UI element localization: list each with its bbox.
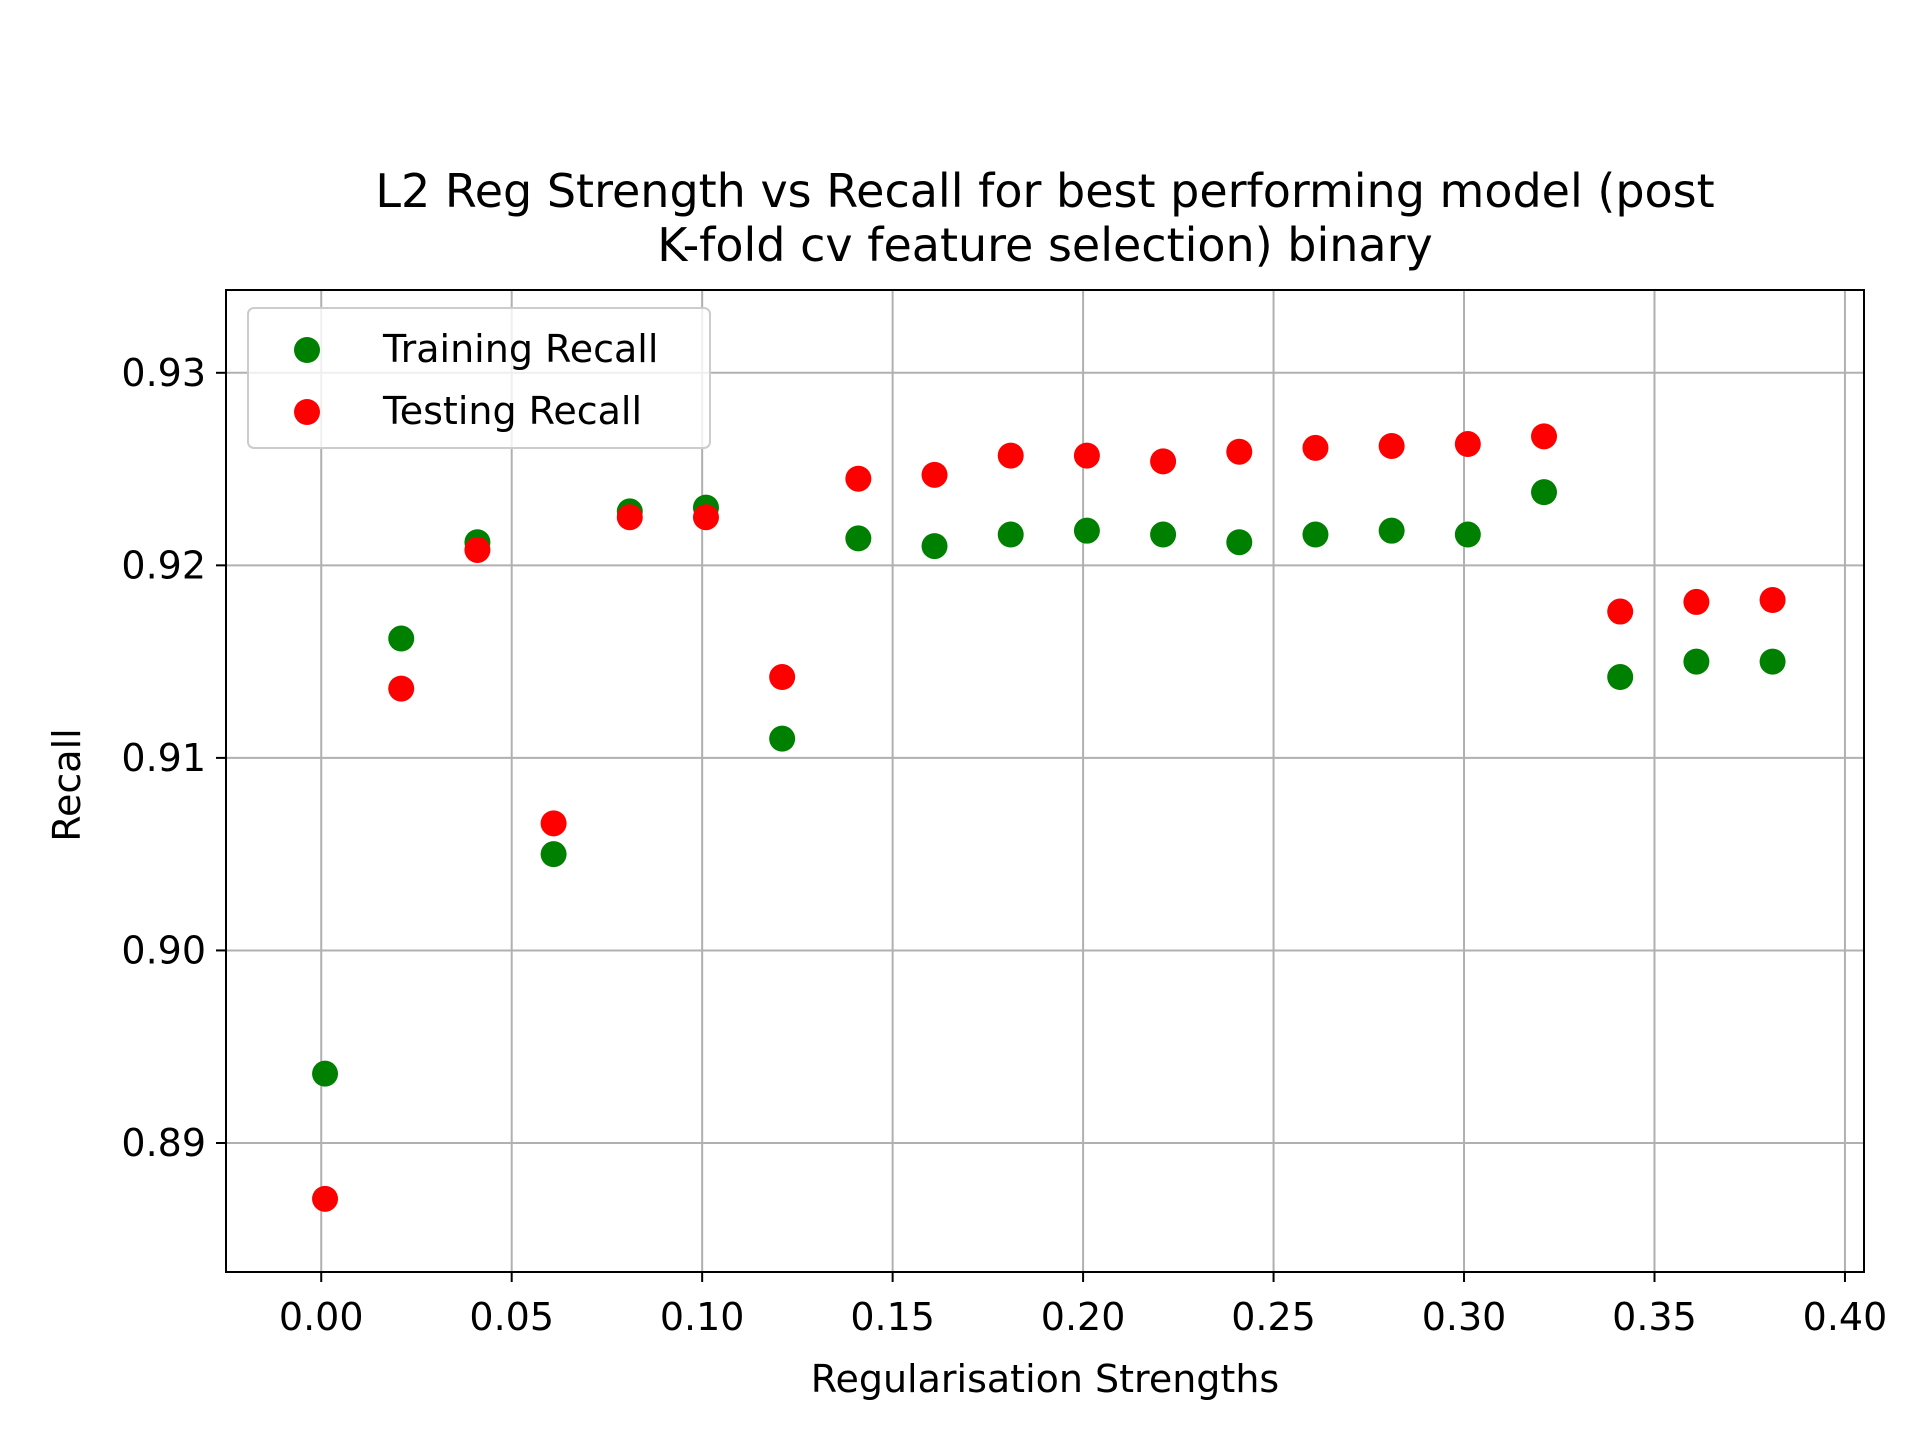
testing-recall-point	[769, 664, 796, 691]
training-recall-point	[921, 533, 948, 560]
testing-recall-point	[1226, 438, 1253, 465]
x-tick-label: 0.20	[1041, 1295, 1126, 1339]
x-tick-label: 0.00	[279, 1295, 364, 1339]
legend: Training Recall Testing Recall	[247, 307, 711, 449]
testing-recall-point	[1302, 434, 1329, 461]
x-tick-label: 0.05	[469, 1295, 554, 1339]
y-tick-label: 0.89	[121, 1121, 206, 1165]
x-tick-label: 0.40	[1803, 1295, 1888, 1339]
training-recall-point	[1683, 648, 1710, 675]
training-recall-point	[1150, 521, 1177, 548]
y-tick-label: 0.91	[121, 736, 206, 780]
testing-recall-point	[997, 442, 1024, 469]
testing-recall-point	[1531, 423, 1558, 450]
training-recall-point	[1531, 479, 1558, 506]
testing-recall-point	[1073, 442, 1100, 469]
training-recall-point	[845, 525, 872, 552]
training-recall-point	[997, 521, 1024, 548]
training-recall-point	[1226, 529, 1253, 556]
legend-label-testing: Testing Recall	[382, 389, 642, 433]
y-axis-label: Recall	[45, 728, 89, 841]
training-recall-point	[388, 625, 415, 652]
training-recall-point	[1073, 517, 1100, 544]
legend-label-training: Training Recall	[382, 327, 658, 371]
testing-recall-point	[692, 504, 719, 531]
testing-recall-point	[921, 461, 948, 488]
x-tick-label: 0.15	[850, 1295, 935, 1339]
y-tick-label: 0.90	[121, 928, 206, 972]
chart-title-line-2: K-fold cv feature selection) binary	[657, 218, 1433, 272]
testing-recall-point	[312, 1185, 339, 1212]
grid-lines	[226, 290, 1864, 1272]
testing-recall-point	[1378, 432, 1405, 459]
legend-marker-testing	[294, 399, 320, 425]
training-recall-point	[1302, 521, 1329, 548]
legend-marker-training	[294, 337, 320, 363]
testing-recall-point	[616, 504, 643, 531]
training-recall-point	[540, 841, 567, 868]
training-recall-point	[1759, 648, 1786, 675]
x-axis-label: Regularisation Strengths	[811, 1357, 1279, 1401]
testing-recall-point	[540, 810, 567, 837]
x-tick-label: 0.10	[660, 1295, 745, 1339]
training-recall-point	[1454, 521, 1481, 548]
testing-recall-point	[1607, 598, 1634, 625]
training-recall-point	[312, 1060, 339, 1087]
training-recall-point	[1378, 517, 1405, 544]
y-tick-label: 0.92	[121, 543, 206, 587]
x-tick-label: 0.25	[1231, 1295, 1316, 1339]
testing-recall-point	[1683, 588, 1710, 615]
data-points	[312, 423, 1786, 1212]
x-tick-label: 0.35	[1612, 1295, 1697, 1339]
testing-recall-point	[388, 675, 415, 702]
testing-recall-point	[464, 536, 491, 563]
legend-box	[247, 307, 711, 449]
training-recall-point	[1607, 664, 1634, 691]
plot-frame	[225, 289, 1865, 1273]
testing-recall-point	[1454, 431, 1481, 458]
training-recall-point	[769, 725, 796, 752]
testing-recall-point	[1759, 587, 1786, 614]
y-tick-label: 0.93	[121, 351, 206, 395]
axis-ticks: 0.00 0.05 0.10 0.15 0.20 0.25 0.30 0.35 0.40 0.89…	[121, 351, 1887, 1339]
testing-recall-point	[1150, 448, 1177, 475]
chart-title-line-1: L2 Reg Strength vs Recall for best perfo…	[375, 164, 1714, 218]
testing-recall-point	[845, 465, 872, 492]
x-tick-label: 0.30	[1422, 1295, 1507, 1339]
